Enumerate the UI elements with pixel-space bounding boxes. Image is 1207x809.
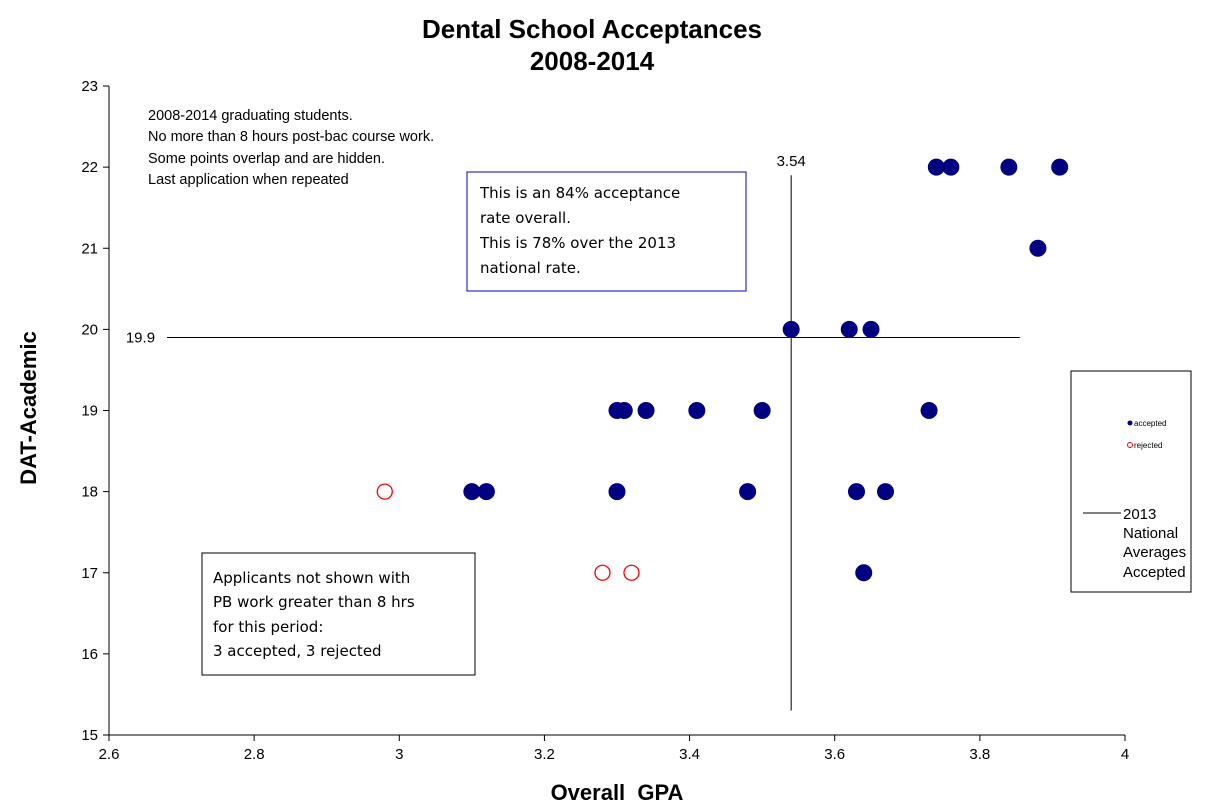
note-line: 2008-2014 graduating students. [148, 108, 353, 124]
point-accepted [927, 158, 945, 176]
point-accepted [477, 483, 495, 501]
legend-label-rejected: rejected [1134, 441, 1162, 450]
point-accepted [637, 402, 655, 419]
point-accepted [608, 483, 626, 501]
reference-lines: 3.54 19.9 [126, 153, 1020, 711]
point-accepted [1000, 158, 1018, 176]
x-tick-label: 3.2 [534, 746, 555, 763]
axis-ticks: 2.6 2.8 3 3.2 3.4 3.6 3.8 4 15 16 17 18 19 20 21 22 23 [81, 78, 1129, 763]
annotation-box-border [201, 552, 476, 676]
legend-marker-accepted [1127, 420, 1133, 426]
point-accepted [753, 402, 771, 419]
point-accepted [1029, 239, 1047, 257]
annotation-line: rate overall. [480, 209, 571, 227]
x-tick-label: 3.6 [824, 746, 845, 763]
point-accepted [942, 158, 960, 176]
point-accepted [615, 402, 633, 419]
annotation-line: 3 accepted, 3 rejected [213, 642, 382, 660]
x-tick-label: 3.4 [679, 746, 700, 763]
y-tick-label: 20 [81, 321, 98, 338]
legend-label-accepted: accepted [1134, 419, 1166, 428]
annotation-line: PB work greater than 8 hrs [213, 593, 415, 611]
legend: accepted rejected 2013 National Averages… [1070, 370, 1192, 593]
y-tick-label: 18 [81, 484, 98, 501]
y-tick-label: 15 [81, 727, 98, 744]
chart-title-line-1: Dental School Acceptances [422, 14, 762, 44]
point-accepted [920, 402, 938, 419]
x-axis-title: Overall GPA [551, 780, 684, 805]
y-tick-label: 17 [81, 565, 98, 582]
y-tick-label: 22 [81, 159, 98, 176]
point-accepted [847, 483, 865, 501]
legend-box [1070, 370, 1192, 593]
point-rejected [594, 564, 611, 581]
point-accepted [1051, 158, 1069, 176]
note-line: No more than 8 hours post-bac course wor… [148, 129, 434, 145]
y-axis-title: DAT-Academic [16, 331, 41, 485]
point-accepted [855, 564, 873, 582]
national-average-gpa-label: 3.54 [777, 153, 806, 170]
y-tick-label: 21 [81, 240, 98, 257]
note-line: Last application when repeated [148, 172, 349, 188]
point-accepted [688, 402, 706, 419]
chart-title-line-2: 2008-2014 [530, 46, 655, 76]
x-tick-label: 4 [1121, 746, 1129, 763]
legend-line-label: National [1123, 525, 1178, 542]
annotation-line: This is an 84% acceptance [479, 184, 680, 202]
annotation-line: national rate. [480, 259, 581, 277]
annotation-line: for this period: [213, 618, 323, 636]
legend-line-label: 2013 [1123, 506, 1156, 523]
legend-line-label: Averages [1123, 544, 1186, 561]
point-accepted [840, 320, 858, 338]
point-accepted [862, 320, 880, 338]
annotation-box-border [466, 171, 747, 292]
y-tick-label: 16 [81, 646, 98, 663]
data-points [376, 158, 1069, 582]
note-line: Some points overlap and are hidden. [148, 151, 385, 167]
national-average-dat-label: 19.9 [126, 329, 155, 346]
y-tick-label: 23 [81, 78, 98, 95]
x-tick-label: 2.8 [244, 746, 265, 763]
x-tick-label: 3 [395, 746, 403, 763]
point-accepted [877, 483, 895, 501]
point-accepted [782, 320, 800, 338]
legend-marker-rejected [1127, 442, 1133, 448]
point-accepted [463, 483, 481, 501]
point-accepted [739, 483, 757, 501]
y-tick-label: 19 [81, 403, 98, 420]
annotation-line: Applicants not shown with [213, 569, 410, 587]
chart-notes: 2008-2014 graduating students. No more t… [148, 108, 434, 188]
acceptance-rate-annotation: This is an 84% acceptance rate overall. … [466, 171, 747, 292]
point-rejected [623, 564, 640, 581]
annotation-line: This is 78% over the 2013 [479, 234, 676, 252]
point-rejected [376, 483, 393, 500]
x-tick-label: 3.8 [969, 746, 990, 763]
not-shown-annotation: Applicants not shown with PB work greate… [201, 552, 476, 676]
x-tick-label: 2.6 [99, 746, 120, 763]
legend-line-label: Accepted [1123, 564, 1186, 581]
